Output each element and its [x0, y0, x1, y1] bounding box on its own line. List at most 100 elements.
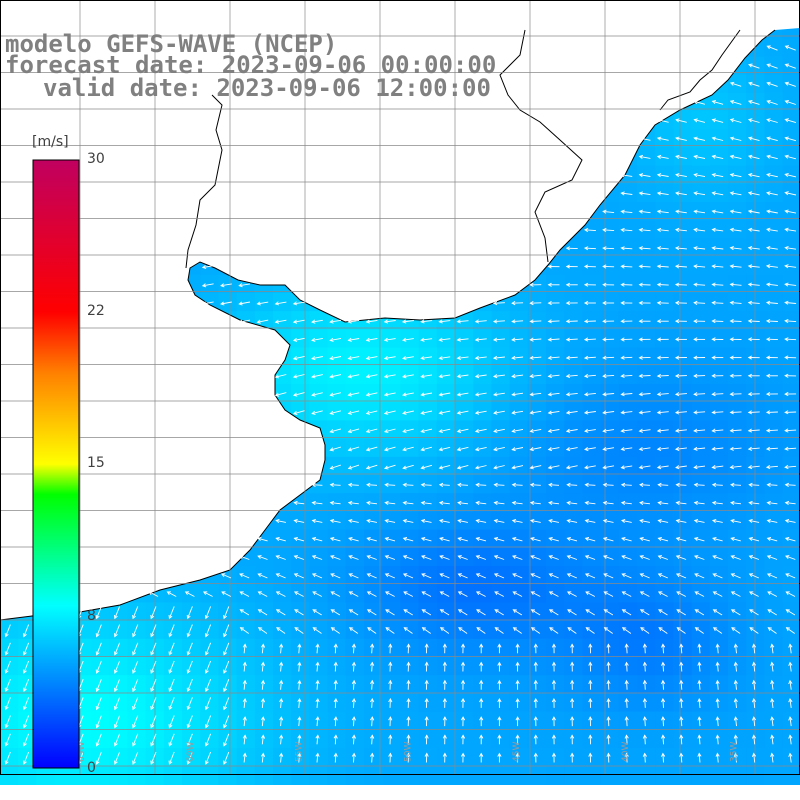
field-cell — [382, 657, 401, 676]
wind-arrow — [492, 355, 505, 360]
field-cell — [273, 584, 292, 603]
field-cell — [491, 475, 511, 494]
field-cell — [673, 620, 693, 640]
wind-arrow — [186, 697, 193, 711]
wind-arrow — [638, 154, 651, 159]
wind-arrow — [656, 282, 669, 287]
wind-arrow — [292, 319, 305, 324]
field-cell — [236, 638, 256, 658]
wind-arrow — [583, 227, 596, 233]
wind-arrow — [784, 373, 797, 378]
field-cell — [582, 748, 602, 767]
wind-arrow — [588, 734, 593, 745]
field-cell — [236, 620, 256, 640]
field-cell — [655, 584, 674, 603]
field-cell — [546, 293, 565, 312]
wind-arrow — [424, 643, 429, 654]
wind-arrow — [584, 573, 596, 579]
field-cell — [582, 566, 602, 585]
field-cell — [509, 529, 529, 549]
wind-arrow — [656, 300, 669, 305]
wind-arrow — [311, 374, 323, 379]
wind-arrow — [748, 81, 760, 87]
wind-arrow — [657, 591, 668, 597]
field-cell — [637, 547, 656, 567]
wind-arrow — [675, 209, 687, 214]
wind-arrow — [330, 573, 341, 579]
field-cell — [764, 657, 784, 676]
wind-arrow — [784, 318, 797, 324]
field-cell — [673, 402, 693, 421]
wind-arrow — [765, 282, 778, 287]
wind-arrow — [656, 337, 669, 342]
wind-arrow — [766, 136, 778, 142]
wind-arrow — [620, 518, 632, 524]
field-cell — [782, 165, 800, 185]
field-cell — [709, 493, 729, 512]
field-cell — [364, 511, 383, 531]
field-cell — [673, 511, 693, 531]
field-cell — [600, 566, 620, 585]
wind-arrow — [494, 591, 505, 597]
wind-arrow — [747, 465, 760, 470]
field-cell — [691, 766, 711, 785]
wind-arrow — [402, 428, 414, 434]
field-cell — [400, 547, 420, 567]
wind-arrow — [4, 751, 11, 765]
wind-arrow — [766, 555, 778, 560]
wind-arrow — [242, 734, 247, 745]
wind-arrow — [420, 319, 433, 324]
field-cell — [728, 493, 747, 512]
field-cell — [728, 620, 747, 640]
wind-arrow — [620, 300, 633, 306]
wind-arrow — [674, 282, 687, 287]
wind-arrow — [642, 734, 647, 745]
wind-arrow — [457, 609, 468, 616]
wind-arrow — [460, 752, 466, 763]
field-cell — [291, 693, 310, 713]
wind-arrow — [788, 697, 793, 708]
wind-arrow — [733, 752, 738, 763]
wind-arrow — [95, 679, 102, 693]
field-cell — [345, 511, 365, 531]
wind-arrow — [784, 482, 796, 487]
wind-arrow — [239, 573, 250, 579]
wind-arrow — [311, 500, 323, 505]
field-cell — [746, 238, 765, 258]
field-cell — [309, 584, 329, 603]
wind-arrow — [456, 464, 469, 470]
field-cell — [309, 693, 329, 713]
wind-arrow — [551, 752, 556, 763]
wind-arrow — [656, 246, 669, 251]
field-cell — [673, 365, 693, 385]
wind-arrow — [4, 733, 11, 747]
field-cell — [345, 693, 365, 713]
field-cell — [564, 347, 583, 367]
wind-arrow — [512, 609, 523, 616]
wind-arrow — [729, 373, 742, 378]
wind-arrow — [348, 609, 359, 616]
wind-arrow — [384, 482, 396, 487]
wind-arrow — [784, 154, 797, 160]
field-cell — [473, 584, 492, 603]
field-cell — [382, 493, 401, 512]
field-cell — [400, 529, 420, 549]
field-cell — [691, 329, 711, 349]
field-cell — [527, 293, 547, 312]
field-cell — [691, 602, 711, 622]
field-cell — [618, 602, 638, 622]
wind-arrow — [366, 537, 377, 542]
field-cell — [782, 657, 800, 676]
wind-arrow — [638, 337, 651, 342]
wind-arrow — [329, 428, 342, 434]
field-cell — [436, 657, 456, 676]
wind-arrow — [406, 697, 411, 708]
wind-arrow — [784, 63, 796, 69]
wind-arrow — [223, 679, 230, 693]
wind-arrow — [584, 537, 596, 542]
field-cell — [709, 165, 729, 185]
field-cell — [182, 711, 201, 731]
wind-arrow — [674, 428, 687, 433]
field-cell — [655, 293, 674, 312]
